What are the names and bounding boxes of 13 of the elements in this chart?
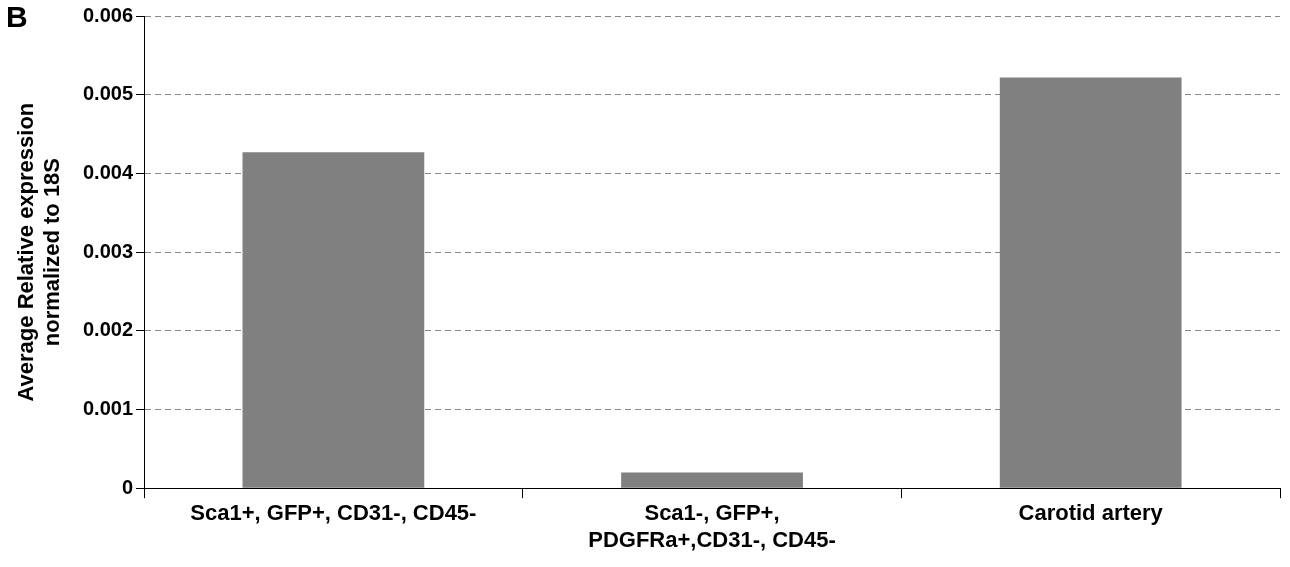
x-tick-label: Sca1-, GFP+, PDGFRa+,CD31-, CD45- xyxy=(588,500,836,552)
x-tick-label: Sca1+, GFP+, CD31-, CD45- xyxy=(190,500,477,526)
y-tick-label: 0.001 xyxy=(82,397,134,420)
y-tick-label: 0 xyxy=(121,475,134,498)
y-axis-title: Average Relative expression normalized to 18S xyxy=(13,102,65,402)
y-tick-label: 0.005 xyxy=(82,82,134,105)
y-tick-label: 0.002 xyxy=(82,318,134,341)
bar xyxy=(621,472,803,488)
y-tick-label: 0.004 xyxy=(82,160,134,183)
y-tick-label: 0.006 xyxy=(82,3,134,26)
text: B xyxy=(6,0,28,33)
x-tick-label: Carotid artery xyxy=(1018,500,1164,526)
y-tick-label: 0.003 xyxy=(82,239,134,262)
